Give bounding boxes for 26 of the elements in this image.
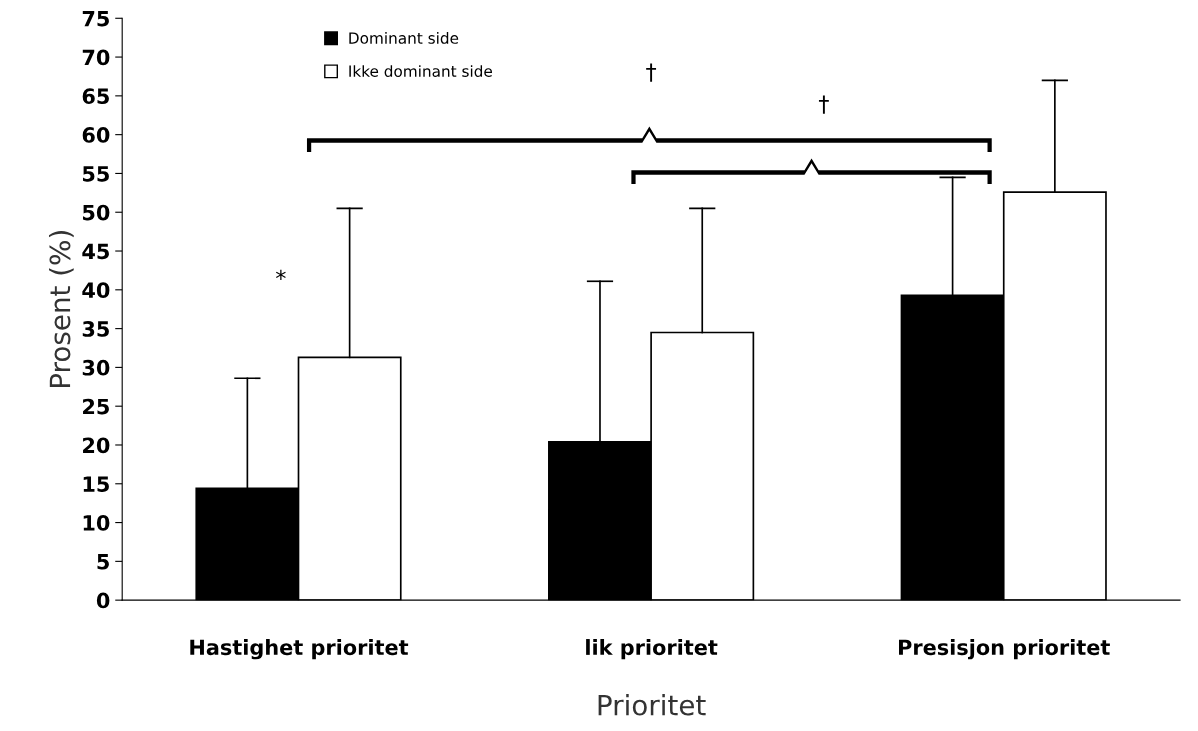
y-tick-label: 0 — [96, 592, 110, 609]
y-tick-label: 55 — [83, 166, 109, 182]
y-tick-label: 60 — [82, 127, 110, 143]
y-tick-label: 20 — [83, 437, 110, 454]
y-tick-label: 65 — [82, 88, 109, 105]
y-tick-label: 5 — [97, 554, 109, 570]
x-axis-title: Prioritet — [598, 694, 706, 716]
x-tick-label: lik prioritet — [586, 639, 718, 660]
y-tick-label: 40 — [82, 282, 110, 299]
annotation: † — [818, 95, 829, 114]
x-tick-label: Hastighet prioritet — [190, 639, 409, 660]
annotation: † — [646, 63, 657, 82]
x-tick-label: Presisjon prioritet — [899, 639, 1110, 660]
y-tick-label: 10 — [83, 515, 110, 531]
y-tick-label: 30 — [82, 359, 110, 376]
y-tick-label: 70 — [82, 49, 110, 66]
annotation: * — [275, 269, 286, 280]
y-tick-label: 75 — [82, 11, 109, 27]
legend-label: Dominant side — [349, 32, 459, 44]
y-tick-label: 50 — [83, 204, 110, 221]
y-axis-title: Prosent (%) — [48, 231, 74, 387]
y-tick-label: 15 — [83, 476, 109, 492]
y-tick-label: 45 — [82, 243, 109, 260]
legend-label: Ikke dominant side — [349, 65, 492, 77]
y-tick-label: 25 — [83, 398, 109, 415]
y-tick-label: 35 — [82, 321, 109, 337]
